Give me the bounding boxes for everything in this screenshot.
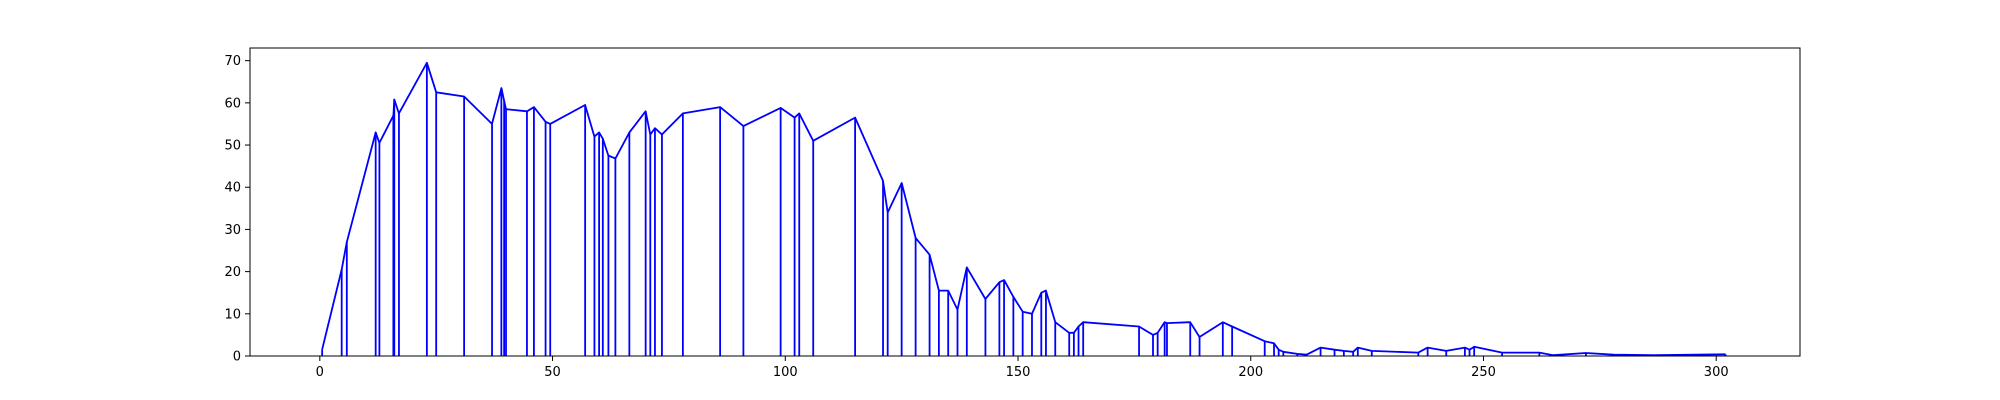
x-tick-label: 100 (773, 365, 798, 380)
y-tick-label: 30 (224, 223, 241, 238)
x-tick-label: 0 (316, 365, 324, 380)
y-tick-label: 70 (224, 54, 241, 69)
y-tick-label: 0 (233, 350, 241, 365)
y-axis: 0 10 20 30 40 50 60 70 (224, 54, 250, 365)
x-axis: 0 50 100 150 200 250 300 (316, 356, 1729, 380)
y-tick-label: 20 (224, 265, 241, 280)
plot-content (321, 61, 1727, 357)
y-tick-label: 40 (224, 181, 241, 196)
x-tick-label: 50 (544, 365, 561, 380)
plot-frame (249, 47, 1801, 357)
series-line (321, 61, 1726, 357)
series-0 (321, 61, 1727, 357)
y-tick-label: 10 (224, 307, 241, 322)
y-tick-label: 50 (224, 139, 241, 154)
x-tick-label: 200 (1238, 365, 1263, 380)
y-tick-label: 60 (224, 96, 241, 111)
x-tick-label: 150 (1006, 365, 1031, 380)
x-tick-label: 300 (1704, 365, 1729, 380)
x-tick-label: 250 (1471, 365, 1496, 380)
